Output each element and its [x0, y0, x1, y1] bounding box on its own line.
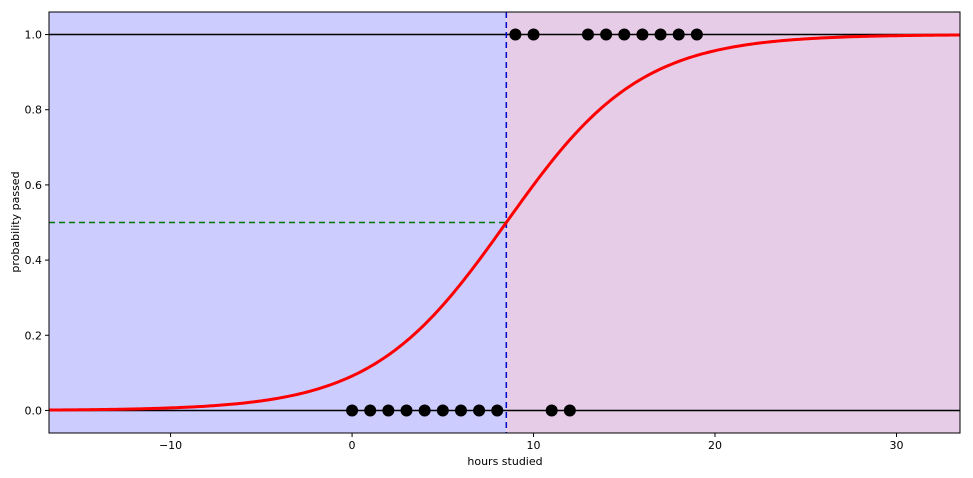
- point-passed: [600, 28, 613, 41]
- pass-region: [506, 12, 960, 433]
- x-tick-label: 20: [708, 439, 722, 452]
- y-tick-label: 1.0: [25, 29, 43, 42]
- point-failed: [473, 404, 486, 417]
- x-tick-label: 0: [349, 439, 356, 452]
- x-axis-label: hours studied: [467, 455, 542, 468]
- point-passed: [636, 28, 649, 41]
- point-failed: [563, 404, 576, 417]
- point-failed: [491, 404, 504, 417]
- point-passed: [654, 28, 667, 41]
- axes: −10 0 10 20 30 0.0 0.2 0.4 0.6 0.8 1.0: [25, 11, 961, 452]
- plot-frame: [48, 11, 961, 434]
- point-failed: [382, 404, 395, 417]
- y-tick-label: 0.2: [25, 329, 43, 342]
- y-tick-label: 0.0: [25, 404, 43, 417]
- plot-area: [48, 12, 961, 433]
- y-tick-label: 0.4: [25, 254, 43, 267]
- point-passed: [581, 28, 594, 41]
- point-failed: [436, 404, 449, 417]
- point-failed: [545, 404, 558, 417]
- y-tick-label: 0.8: [25, 104, 43, 117]
- y-axis-label: probability passed: [9, 171, 22, 272]
- point-failed: [418, 404, 431, 417]
- sigmoid-curve: [48, 33, 961, 412]
- point-passed: [618, 28, 631, 41]
- point-failed: [346, 404, 359, 417]
- x-tick-label: 10: [527, 439, 541, 452]
- point-passed: [690, 28, 703, 41]
- point-failed: [364, 404, 377, 417]
- point-passed: [527, 28, 540, 41]
- point-failed: [454, 404, 467, 417]
- y-tick-label: 0.6: [25, 179, 43, 192]
- x-tick-label: 30: [889, 439, 903, 452]
- point-passed: [509, 28, 522, 41]
- point-passed: [672, 28, 685, 41]
- point-failed: [400, 404, 413, 417]
- x-tick-label: −10: [159, 439, 182, 452]
- fail-region: [49, 12, 507, 433]
